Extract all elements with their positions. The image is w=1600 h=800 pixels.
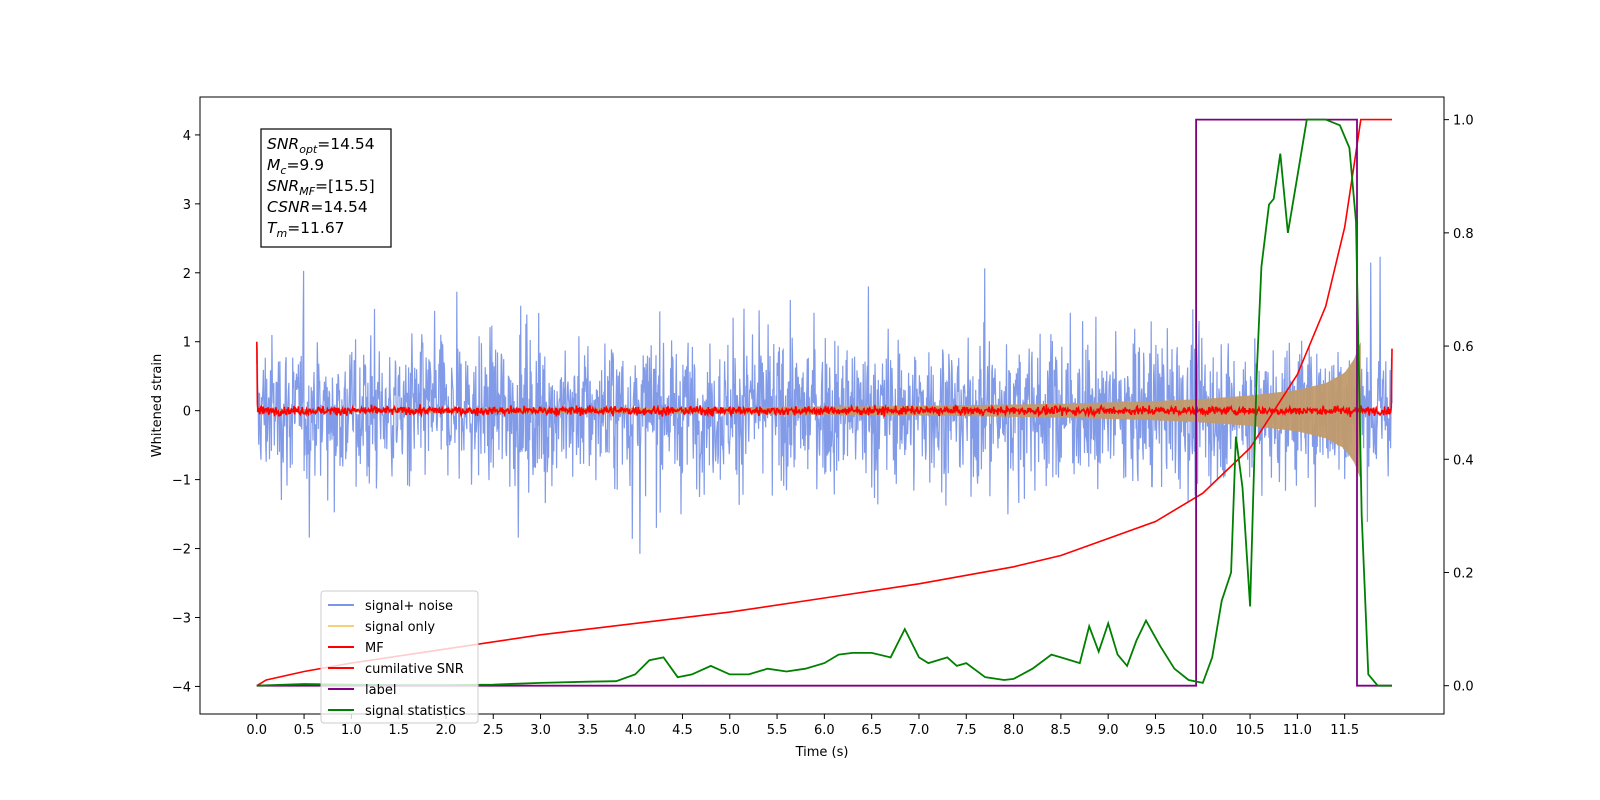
y2-tick-label: 0.4: [1453, 453, 1474, 468]
x-tick-label: 8.0: [1003, 723, 1024, 738]
y-tick-label: 2: [183, 267, 191, 282]
y-tick-label: 4: [183, 129, 191, 144]
annotation-line: SNRMF=[15.5]: [267, 177, 375, 198]
annotation-line: CSNR=14.54: [267, 198, 368, 216]
x-tick-label: 8.5: [1051, 723, 1072, 738]
legend-label: signal statistics: [365, 704, 466, 719]
series-signal-plus-noise: [256, 256, 1393, 554]
legend-label: signal+ noise: [365, 599, 453, 614]
x-tick-label: 11.5: [1330, 723, 1359, 738]
y-tick-label: −2: [172, 543, 191, 558]
x-tick-label: 4.0: [625, 723, 646, 738]
x-tick-label: 2.5: [483, 723, 504, 738]
x-tick-label: 5.0: [719, 723, 740, 738]
y2-tick-label: 0.8: [1453, 227, 1474, 242]
y-tick-label: 3: [183, 198, 191, 213]
legend-label: signal only: [365, 620, 435, 635]
x-tick-label: 3.5: [578, 723, 599, 738]
x-tick-label: 0.5: [294, 723, 315, 738]
y-tick-label: −4: [172, 680, 191, 695]
x-tick-label: 7.0: [909, 723, 930, 738]
x-tick-label: 6.5: [861, 723, 882, 738]
legend-label: cumilative SNR: [365, 662, 464, 677]
y-tick-label: −1: [172, 474, 191, 489]
y2-tick-label: 0.6: [1453, 340, 1474, 355]
x-tick-label: 7.5: [956, 723, 977, 738]
y2-tick-label: 0.2: [1453, 566, 1474, 581]
x-tick-label: 3.0: [530, 723, 551, 738]
x-tick-label: 1.5: [388, 723, 409, 738]
x-tick-label: 9.5: [1145, 723, 1166, 738]
x-tick-label: 5.5: [767, 723, 788, 738]
legend-frame: [320, 590, 479, 724]
x-tick-label: 2.0: [436, 723, 457, 738]
y-tick-label: 1: [183, 336, 191, 351]
x-axis-label: Time (s): [795, 745, 849, 760]
x-tick-label: 9.0: [1098, 723, 1119, 738]
x-tick-label: 11.0: [1283, 723, 1312, 738]
x-tick-label: 4.5: [672, 723, 693, 738]
y-axis-right: 0.0 0.2 0.4 0.6 0.8 1.0: [1444, 114, 1474, 695]
legend-label: MF: [365, 641, 384, 656]
x-tick-label: 0.0: [246, 723, 267, 738]
y2-tick-label: 0.0: [1453, 680, 1474, 695]
x-tick-label: 10.5: [1236, 723, 1265, 738]
y2-tick-label: 1.0: [1453, 114, 1474, 129]
annotation-line: Tm=11.67: [267, 219, 345, 240]
annotation-frame: [260, 128, 392, 248]
x-tick-label: 6.0: [814, 723, 835, 738]
x-tick-label: 10.0: [1188, 723, 1217, 738]
x-tick-label: 1.0: [341, 723, 362, 738]
y-tick-label: −3: [172, 611, 191, 626]
y-axis-left: −4 −3 −2 −1 0 1 2 3 4: [172, 129, 200, 695]
axes-frame: [199, 96, 1445, 715]
x-axis: 0.0 0.5 1.0 1.5 2.0 2.5 3.0 3.5 4.0 4.5 5.0 5.5 6.0 6…: [246, 714, 1359, 738]
y-axis-label: Whitened strain: [150, 354, 165, 457]
annotation-line: Mc=9.9: [267, 156, 324, 177]
legend-label: label: [365, 683, 396, 698]
y-tick-label: 0: [183, 405, 191, 420]
series-label: [256, 118, 1392, 687]
legend: signal+ noise signal only MF cumilative SNR…: [320, 590, 479, 724]
series-mf: [256, 341, 1393, 419]
annotation-line: SNRopt=14.54: [267, 135, 375, 156]
series-signal-statistics: [256, 118, 1392, 687]
annotation-box: SNRopt=14.54Mc=9.9SNRMF=[15.5]CSNR=14.54…: [260, 128, 392, 248]
